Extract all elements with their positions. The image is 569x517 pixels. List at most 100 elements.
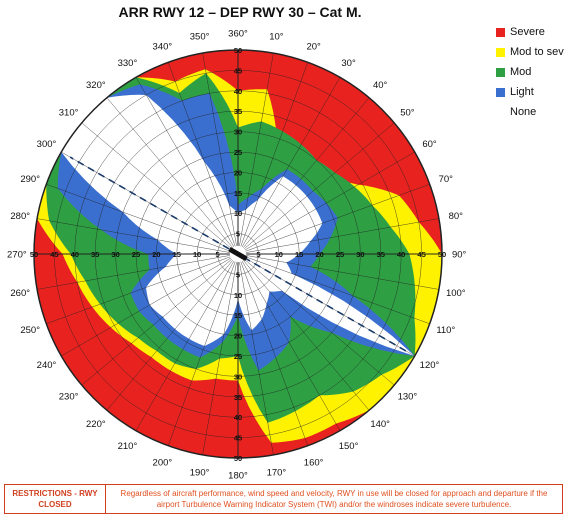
- legend-swatch: [496, 67, 505, 77]
- speed-label: 10: [234, 209, 242, 218]
- restrictions-box: RESTRICTIONS - RWY CLOSED Regardless of …: [4, 484, 563, 514]
- speed-label: 50: [30, 250, 38, 259]
- speed-label: 30: [234, 128, 242, 137]
- direction-label: 220°: [86, 419, 106, 430]
- speed-label: 10: [275, 250, 283, 259]
- speed-label: 45: [234, 434, 242, 443]
- direction-line: [37, 255, 230, 290]
- speed-label: 10: [193, 250, 201, 259]
- direction-label: 340°: [153, 42, 173, 53]
- chart-title: ARR RWY 12 – DEP RWY 30 – Cat M.: [118, 4, 362, 20]
- direction-label: 40°: [373, 80, 388, 91]
- direction-line: [81, 122, 232, 249]
- speed-label: 30: [356, 250, 364, 259]
- direction-line: [246, 255, 439, 290]
- speed-label: 45: [50, 250, 58, 259]
- direction-label: 200°: [153, 457, 173, 468]
- direction-line: [61, 257, 232, 357]
- direction-label: 210°: [118, 441, 138, 452]
- direction-label: 10°: [269, 32, 284, 43]
- direction-line: [241, 77, 341, 248]
- direction-line: [168, 261, 236, 446]
- direction-label: 120°: [420, 360, 440, 371]
- legend-swatch: [496, 27, 505, 37]
- speed-label: 35: [91, 250, 99, 259]
- speed-label: 40: [234, 413, 242, 422]
- speed-label: 5: [256, 250, 260, 259]
- speed-label: 40: [397, 250, 405, 259]
- legend-item-none: None: [496, 102, 564, 122]
- direction-label: 260°: [10, 288, 30, 299]
- direction-label: 130°: [398, 392, 418, 403]
- speed-label: 25: [336, 250, 344, 259]
- direction-line: [81, 259, 232, 386]
- speed-label: 35: [234, 393, 242, 402]
- direction-label: 50°: [400, 107, 415, 118]
- direction-line: [135, 260, 235, 431]
- legend-item-light: Light: [496, 82, 564, 102]
- direction-label: 60°: [422, 139, 437, 150]
- speed-label: 15: [234, 189, 242, 198]
- direction-label: 70°: [439, 174, 454, 185]
- speed-label: 20: [234, 332, 242, 341]
- speed-label: 45: [234, 66, 242, 75]
- direction-line: [37, 218, 230, 253]
- legend-item-severe: Severe: [496, 22, 564, 42]
- direction-line: [240, 62, 308, 247]
- direction-label: 310°: [59, 107, 79, 118]
- direction-line: [243, 260, 370, 411]
- legend-label: Mod to sev: [510, 46, 564, 58]
- speed-label: 30: [234, 372, 242, 381]
- direction-line: [106, 97, 233, 248]
- direction-line: [106, 260, 233, 411]
- speed-label: 30: [111, 250, 119, 259]
- direction-line: [244, 151, 415, 251]
- direction-label: 20°: [306, 42, 321, 53]
- direction-label: 160°: [304, 457, 324, 468]
- speed-label: 50: [234, 454, 242, 463]
- legend-label: None: [510, 106, 537, 118]
- direction-label: 170°: [267, 467, 287, 478]
- speed-label: 35: [234, 107, 242, 116]
- direction-line: [246, 218, 439, 253]
- direction-label: 230°: [59, 392, 79, 403]
- direction-line: [240, 261, 308, 446]
- legend-swatch: [496, 108, 505, 117]
- speed-label: 25: [234, 148, 242, 157]
- speed-label: 20: [234, 168, 242, 177]
- legend-swatch: [496, 47, 505, 57]
- direction-label: 320°: [86, 80, 106, 91]
- speed-label: 50: [234, 46, 242, 55]
- runway-bar: [228, 246, 248, 262]
- direction-line: [239, 262, 274, 455]
- direction-label: 100°: [446, 288, 466, 299]
- direction-label: 110°: [436, 325, 455, 336]
- direction-line: [202, 53, 237, 246]
- direction-line: [135, 77, 235, 248]
- speed-label: 50: [438, 250, 446, 259]
- direction-label: 190°: [190, 467, 210, 478]
- direction-label: 150°: [339, 441, 359, 452]
- direction-label: 330°: [118, 58, 138, 69]
- restrictions-text: Regardless of aircraft performance, wind…: [120, 489, 548, 509]
- direction-label: 290°: [20, 174, 40, 185]
- speed-label: 15: [173, 250, 181, 259]
- speed-label: 5: [236, 230, 240, 239]
- legend: Severe Mod to sev Mod Light None: [496, 22, 564, 122]
- speed-label: 5: [236, 270, 240, 279]
- direction-line: [202, 262, 237, 455]
- legend-item-mod-to-sev: Mod to sev: [496, 42, 564, 62]
- speed-label: 20: [315, 250, 323, 259]
- direction-label: 250°: [20, 325, 40, 336]
- speed-label: 40: [234, 87, 242, 96]
- restrictions-label: RESTRICTIONS - RWY CLOSED: [5, 485, 106, 513]
- direction-label: 270°: [7, 250, 27, 261]
- direction-line: [244, 259, 395, 386]
- direction-label: 140°: [370, 419, 390, 430]
- direction-label: 80°: [449, 211, 464, 222]
- speed-label: 45: [417, 250, 425, 259]
- legend-swatch: [496, 87, 505, 97]
- speed-label: 5: [216, 250, 220, 259]
- direction-label: 240°: [37, 360, 57, 371]
- direction-line: [244, 122, 395, 249]
